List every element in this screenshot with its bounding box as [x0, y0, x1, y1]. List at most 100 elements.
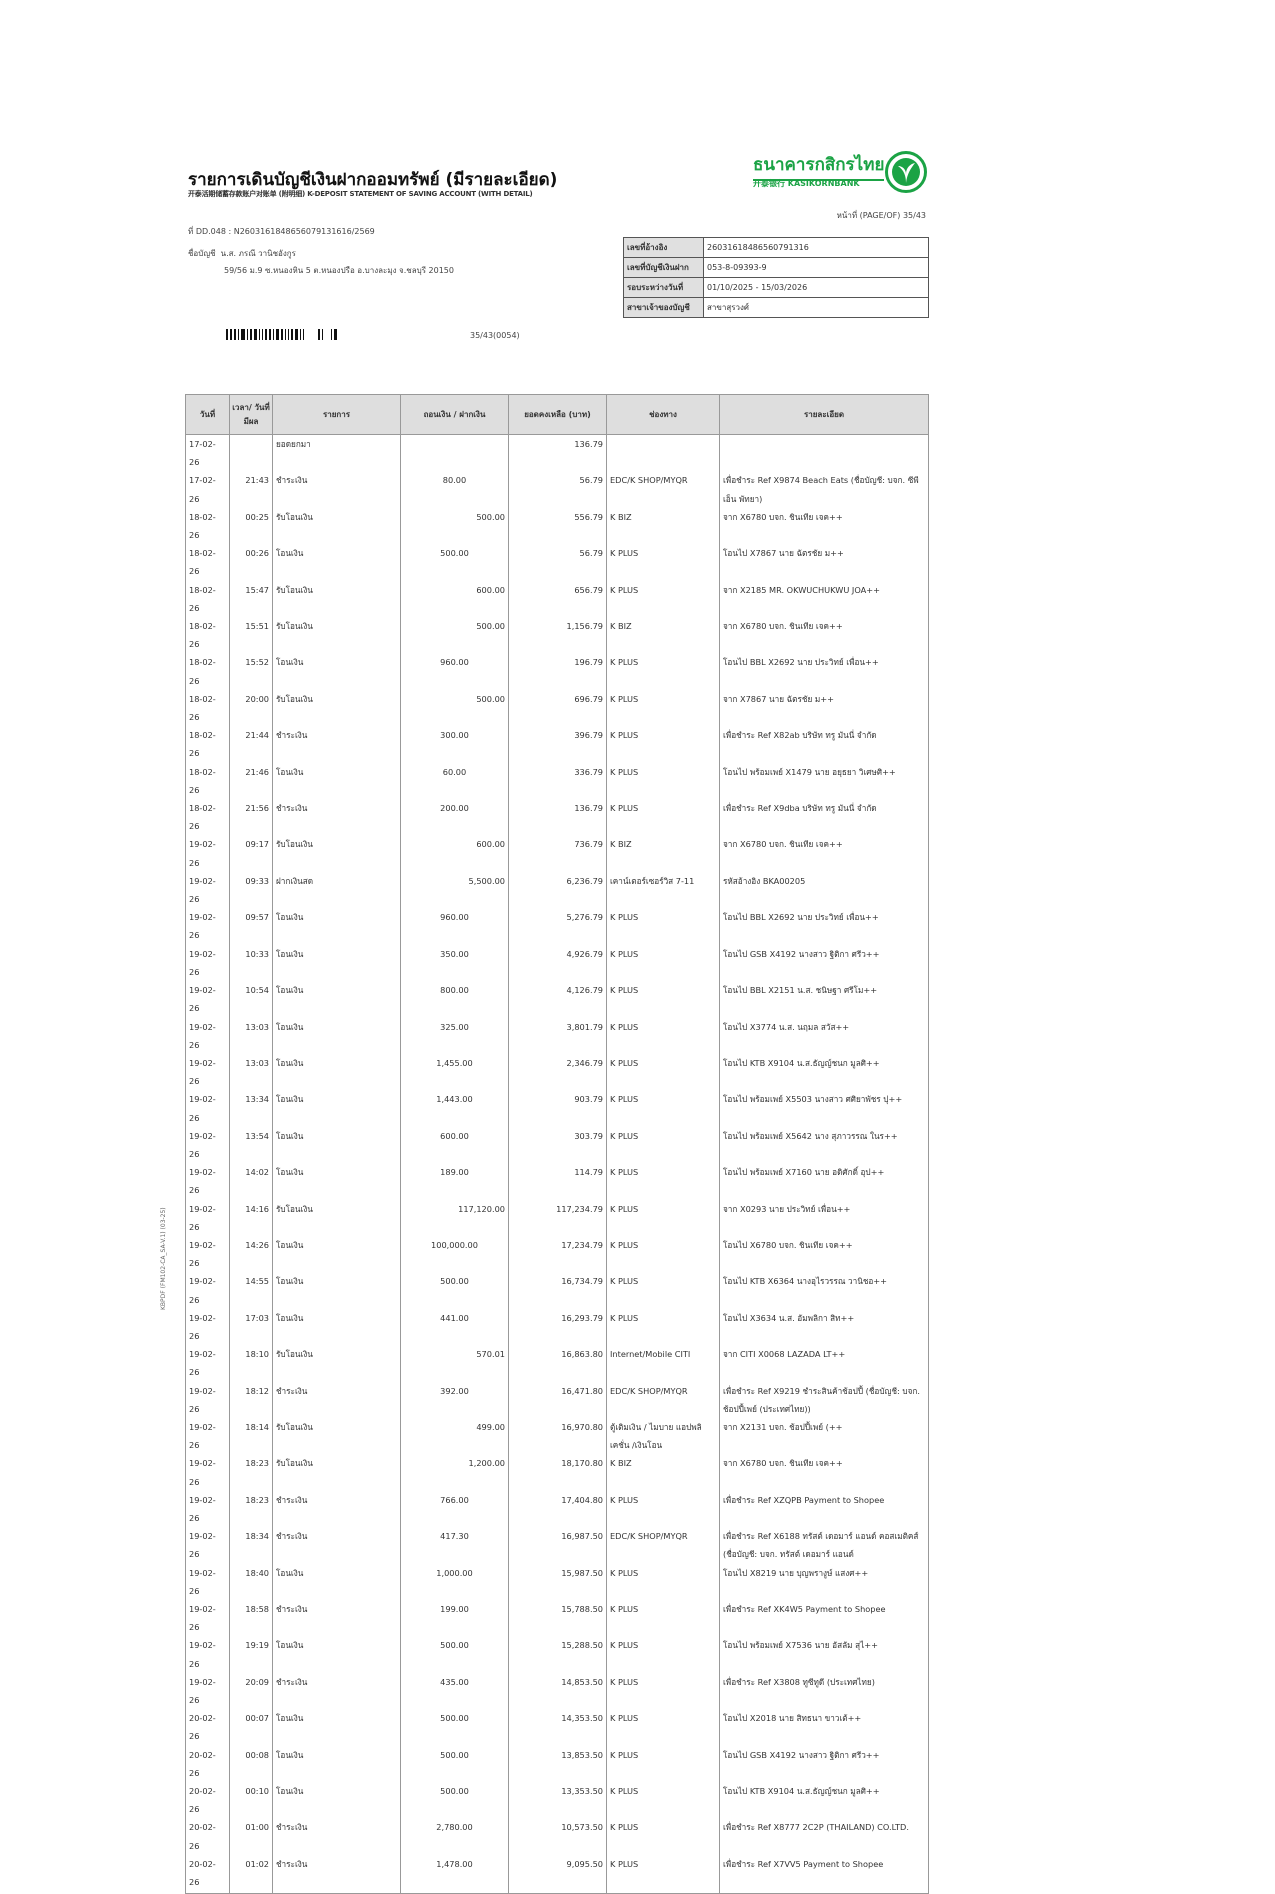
barcode-number: 35/43(0054)	[470, 331, 520, 340]
cell-amount: 417.30	[400, 1527, 509, 1564]
withdrawal-amount: 960.00	[440, 657, 469, 668]
table-row: 19-02-26 14:55 โอนเงิน 500.00 16,734.79 K PLU…	[185, 1272, 929, 1309]
barcode-bar	[230, 329, 232, 340]
cell-description: ชำระเงิน	[272, 471, 401, 508]
withdrawal-amount: 199.00	[440, 1604, 469, 1614]
cell-details: โอนไป X7867 นาย ฉัตรชัย ม++	[719, 544, 929, 581]
barcode-bar	[226, 329, 228, 340]
header-amount: ถอนเงิน / ฝากเงิน	[400, 394, 509, 435]
cell-details: จาก X6780 บจก. ชินเทีย เจค++	[719, 835, 929, 872]
barcode-bar	[285, 329, 286, 340]
cell-time: 18:10	[229, 1345, 273, 1382]
cell-description: รับโอนเงิน	[272, 617, 401, 654]
cell-description: ชำระเงิน	[272, 1672, 401, 1710]
table-row: 19-02-26 14:26 โอนเงิน 100,000.00 17,234.79 K…	[185, 1235, 929, 1273]
cell-date: 19-02-26	[185, 1272, 230, 1309]
form-code: KBPDF (FM102-CA_SA-V.1) (03-25)	[160, 1207, 167, 1310]
cell-time: 10:54	[229, 981, 273, 1018]
cell-balance: 16,970.80	[508, 1417, 607, 1455]
cell-description: โอนเงิน	[272, 1090, 401, 1127]
barcode	[226, 329, 339, 340]
barcode-bar	[295, 329, 298, 340]
cell-balance: 5,276.79	[508, 908, 607, 945]
cell-description: โอนเงิน	[272, 544, 401, 581]
cell-description: โอนเงิน	[272, 1782, 401, 1819]
cell-amount: 500.00	[400, 1709, 509, 1746]
cell-channel: ตู้เติมเงิน / ไมบาย แอปพลิเคชั่น /เงินโอ…	[606, 1417, 720, 1455]
header-date: วันที่	[185, 394, 230, 435]
cell-description: รับโอนเงิน	[272, 507, 401, 545]
cell-channel: K PLUS	[606, 1090, 720, 1127]
page-number: หน้าที่ (PAGE/OF) 35/43	[836, 211, 926, 220]
cell-amount: 500.00	[400, 507, 509, 545]
info-label: เลขที่อ้างอิง	[623, 237, 704, 258]
cell-details: โอนไป GSB X4192 นางสาว ฐิติกา ศรีว++	[719, 1745, 929, 1783]
account-name-label: ชื่อบัญชี	[188, 249, 216, 258]
cell-amount: 60.00	[400, 762, 509, 800]
account-info-table: เลขที่อ้างอิง 26031618486560791316 เลขที่บ…	[623, 237, 929, 318]
cell-channel: K BIZ	[606, 835, 720, 872]
cell-time: 13:03	[229, 1017, 273, 1054]
cell-amount: 600.00	[400, 835, 509, 872]
withdrawal-amount: 800.00	[440, 985, 469, 996]
cell-balance: 3,801.79	[508, 1017, 607, 1054]
withdrawal-amount: 200.00	[440, 803, 469, 814]
cell-description: โอนเงิน	[272, 1163, 401, 1200]
kasikornbank-logo-icon	[885, 151, 927, 193]
cell-details: เพื่อชำระ Ref X82ab บริษัท ทรู มันนี่ จำ…	[719, 726, 929, 763]
cell-balance: 2,346.79	[508, 1053, 607, 1091]
cell-date: 18-02-26	[185, 653, 230, 690]
cell-time: 14:02	[229, 1163, 273, 1200]
cell-description: รับโอนเงิน	[272, 689, 401, 727]
cell-balance: 13,353.50	[508, 1782, 607, 1819]
cell-description: รับโอนเงิน	[272, 1345, 401, 1382]
cell-balance: 18,170.80	[508, 1454, 607, 1491]
transaction-table: วันที่ เวลา/ วันที่มีผล รายการ ถอนเงิน / ฝา…	[185, 394, 929, 1894]
cell-balance: 4,926.79	[508, 944, 607, 982]
cell-amount: 200.00	[400, 799, 509, 836]
cell-description: โอนเงิน	[272, 981, 401, 1018]
cell-amount: 1,478.00	[400, 1854, 509, 1894]
cell-balance: 15,987.50	[508, 1563, 607, 1600]
withdrawal-amount: 1,455.00	[436, 1057, 473, 1068]
table-row: 18-02-26 21:46 โอนเงิน 60.00 336.79 K PLUS โอน…	[185, 762, 929, 800]
cell-balance: 16,734.79	[508, 1272, 607, 1309]
cell-details: จาก X7867 นาย ฉัตรชัย ม++	[719, 689, 929, 727]
cell-details: โอนไป พร้อมเพย์ X7160 นาย อดิศักดิ์ อุป+…	[719, 1163, 929, 1200]
cell-details: โอนไป KTB X9104 น.ส.ธัญญ์ชนก มูลศิ++	[719, 1053, 929, 1091]
table-row: 19-02-26 18:10 รับโอนเงิน 570.01 16,863.80 In…	[185, 1345, 929, 1382]
cell-time: 17:03	[229, 1308, 273, 1346]
cell-time: 01:02	[229, 1854, 273, 1894]
cell-details: เพื่อชำระ Ref X7VV5 Payment to Shopee	[719, 1854, 929, 1894]
bank-name-thai: ธนาคารกสิกรไทย	[753, 151, 885, 181]
cell-amount: 1,443.00	[400, 1090, 509, 1127]
cell-date: 20-02-26	[185, 1745, 230, 1783]
cell-time: 09:33	[229, 871, 273, 909]
cell-time: 00:07	[229, 1709, 273, 1746]
cell-details: เพื่อชำระ Ref XK4W5 Payment to Shopee	[719, 1600, 929, 1637]
cell-description: รับโอนเงิน	[272, 1454, 401, 1491]
cell-channel: K PLUS	[606, 1017, 720, 1054]
cell-channel: K BIZ	[606, 507, 720, 545]
cell-time: 00:10	[229, 1782, 273, 1819]
statement-subtitle: 开泰活期储蓄存款账户对账单 (附明细) K-DEPOSIT STATEMENT …	[188, 190, 533, 198]
document-reference: ที่ DD.048 : N2603161848656079131616/256…	[188, 227, 375, 236]
cell-time: 00:26	[229, 544, 273, 581]
cell-details: เพื่อชำระ Ref X9874 Beach Eats (ชื่อบัญช…	[719, 471, 929, 508]
barcode-bar	[265, 329, 267, 340]
cell-description: โอนเงิน	[272, 1563, 401, 1600]
cell-amount: 325.00	[400, 1017, 509, 1054]
table-row: 19-02-26 19:19 โอนเงิน 500.00 15,288.50 K PLU…	[185, 1636, 929, 1673]
cell-balance: 14,853.50	[508, 1672, 607, 1710]
cell-description: โอนเงิน	[272, 1745, 401, 1783]
cell-description: โอนเงิน	[272, 1017, 401, 1054]
table-row: 19-02-26 13:54 โอนเงิน 600.00 303.79 K PLUS โอ…	[185, 1126, 929, 1164]
cell-date: 19-02-26	[185, 871, 230, 909]
cell-channel: เคาน์เตอร์เซอร์วิส 7-11	[606, 871, 720, 909]
cell-channel: K PLUS	[606, 653, 720, 690]
cell-date: 19-02-26	[185, 835, 230, 872]
withdrawal-amount: 100,000.00	[431, 1239, 478, 1250]
cell-channel: K PLUS	[606, 1199, 720, 1236]
cell-time: 15:51	[229, 617, 273, 654]
cell-amount: 800.00	[400, 981, 509, 1018]
